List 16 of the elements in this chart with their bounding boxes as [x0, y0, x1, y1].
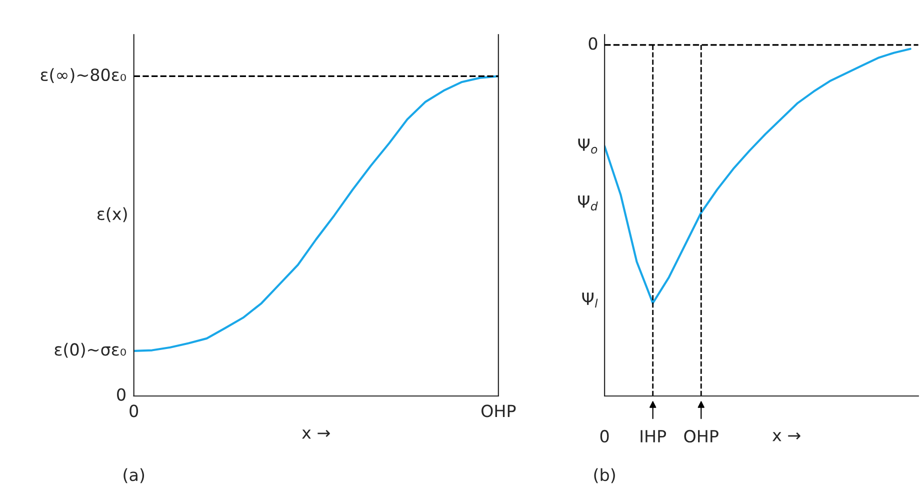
- text: (b): [594, 468, 615, 484]
- x-tick-label: OHP: [684, 430, 718, 443]
- text: (a): [124, 468, 144, 484]
- x-tick-label: OHP: [482, 404, 516, 418]
- ref-line-label: 0: [588, 37, 598, 50]
- annotation: ε(0)~σε₀: [54, 342, 126, 358]
- text: Ψ$_{d}$: [578, 195, 598, 211]
- x-tick-label: 0: [600, 430, 609, 443]
- x-axis-title: x →: [302, 430, 330, 439]
- x-tick-label: IHP: [640, 430, 666, 442]
- annotation: Ψ$_{o}$: [578, 138, 598, 154]
- text: 0: [117, 388, 126, 401]
- text: Ψ$_{l}$: [582, 292, 598, 308]
- y-axis-title: ε(x): [97, 207, 127, 222]
- x-axis-title: x →: [772, 432, 800, 442]
- ref-line-label: ε(∞)~80ε₀: [40, 68, 126, 84]
